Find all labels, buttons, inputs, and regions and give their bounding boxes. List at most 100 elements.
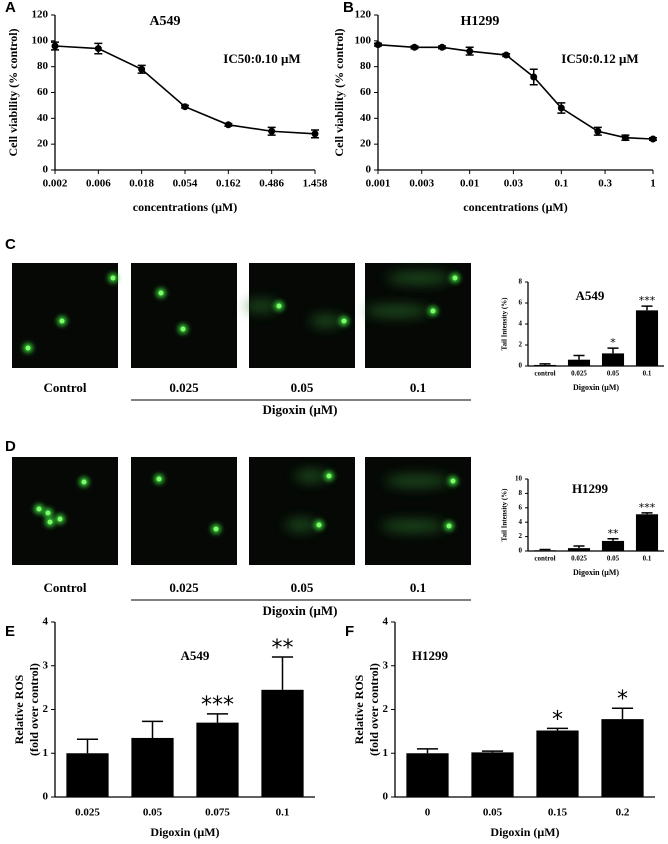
error-bar	[546, 727, 569, 731]
x-tick-label: control	[534, 555, 555, 563]
point	[51, 42, 59, 50]
error-bar	[141, 720, 164, 738]
comet-head	[156, 476, 162, 482]
comet-head	[180, 326, 186, 332]
error-bar	[206, 713, 229, 723]
x-tick-label: 0.05	[143, 807, 163, 819]
bar	[635, 514, 659, 551]
bar	[261, 689, 304, 797]
point	[621, 134, 629, 142]
point	[94, 45, 102, 53]
point	[530, 73, 538, 81]
y-tick-label: 4	[383, 616, 389, 628]
error-bar	[607, 347, 619, 354]
image-label: 0.05	[291, 380, 314, 395]
y-tick-label: 3	[43, 659, 49, 671]
bar	[131, 737, 174, 797]
chart-title: H1299	[412, 648, 449, 663]
point	[181, 103, 189, 111]
bar	[601, 353, 625, 366]
y-tick-label: 6	[519, 503, 523, 511]
line	[377, 43, 654, 140]
significance: **	[608, 527, 620, 540]
bar	[471, 752, 514, 797]
y-axis-label: Relative ROS	[12, 674, 26, 744]
x-tick-label: 0.018	[129, 178, 154, 190]
point	[466, 47, 474, 55]
y-tick-label: 100	[355, 34, 372, 46]
chart-title: H1299	[461, 14, 500, 29]
comet-head	[59, 318, 65, 324]
x-tick-label: 0.05	[483, 807, 503, 819]
y-tick-label: 40	[360, 112, 372, 124]
y-tick-label: 2	[519, 532, 523, 540]
error-bar	[607, 538, 619, 541]
y-tick-label: 0	[383, 791, 389, 803]
comet-head	[25, 345, 31, 351]
y-tick-label: 40	[37, 112, 49, 124]
y-tick-label: 60	[360, 86, 372, 98]
y-tick-label: 0	[519, 547, 523, 555]
bar	[533, 550, 557, 551]
comet-head	[47, 519, 53, 525]
y-tick-label: 100	[32, 34, 49, 46]
error-bar	[573, 545, 585, 549]
y-tick-label: 0	[43, 791, 49, 803]
bar	[601, 719, 644, 797]
point	[502, 51, 510, 59]
bar	[567, 548, 591, 551]
x-tick-label: 0.025	[75, 807, 100, 819]
bar	[567, 359, 591, 366]
error-bar	[641, 512, 653, 515]
bar	[406, 753, 449, 797]
point	[311, 130, 319, 138]
point	[557, 104, 565, 112]
x-tick-label: 0.1	[643, 555, 652, 563]
y-tick-label: 4	[43, 616, 49, 628]
point	[374, 41, 382, 49]
comet-head	[158, 290, 164, 296]
image-label: Control	[43, 580, 86, 595]
x-axis-label: Digoxin (μM)	[573, 383, 619, 392]
panel-letter: A	[5, 0, 16, 16]
point	[438, 43, 446, 51]
x-tick-label: 0.025	[571, 370, 587, 378]
ic50-annotation: IC50:0.12 μM	[561, 51, 638, 66]
y-tick-label: 2	[519, 341, 523, 349]
comet-head	[450, 478, 456, 484]
y-axis-label: (fold over control)	[27, 663, 41, 756]
y-tick-label: 80	[37, 60, 49, 72]
y-axis-label: (fold over control)	[367, 663, 381, 756]
x-tick-label: 0.054	[173, 178, 198, 190]
x-tick-label: 0.162	[216, 178, 241, 190]
y-tick-label: 1	[383, 747, 389, 759]
panel-letter: F	[345, 623, 354, 640]
bar	[66, 753, 109, 797]
comet-head	[446, 523, 452, 529]
micrograph	[249, 263, 355, 368]
comet-head	[341, 318, 347, 324]
bar	[635, 310, 659, 366]
y-tick-label: 0	[519, 362, 523, 370]
error-bar	[539, 548, 551, 551]
x-tick-label: 0.1	[276, 807, 290, 819]
panel-letter: D	[5, 438, 16, 455]
x-axis-label: Digoxin (μM)	[573, 568, 619, 577]
y-tick-label: 6	[519, 299, 523, 307]
y-axis-label: Relative ROS	[352, 674, 366, 744]
comet-tail	[310, 315, 342, 327]
significance: *	[552, 707, 563, 732]
comet-head	[36, 506, 42, 512]
x-axis-label: concentrations (μM)	[133, 200, 237, 214]
x-tick-label: 0.075	[205, 807, 230, 819]
error-bar	[76, 738, 99, 754]
image-label: 0.1	[410, 380, 426, 395]
point	[649, 135, 657, 143]
point	[410, 43, 418, 51]
comet-head	[276, 303, 282, 309]
comet-head	[45, 510, 51, 516]
error-bar	[271, 656, 294, 690]
y-tick-label: 0	[43, 164, 49, 176]
x-tick-label: 0.025	[571, 555, 587, 563]
x-tick-label: 0.001	[366, 178, 391, 190]
